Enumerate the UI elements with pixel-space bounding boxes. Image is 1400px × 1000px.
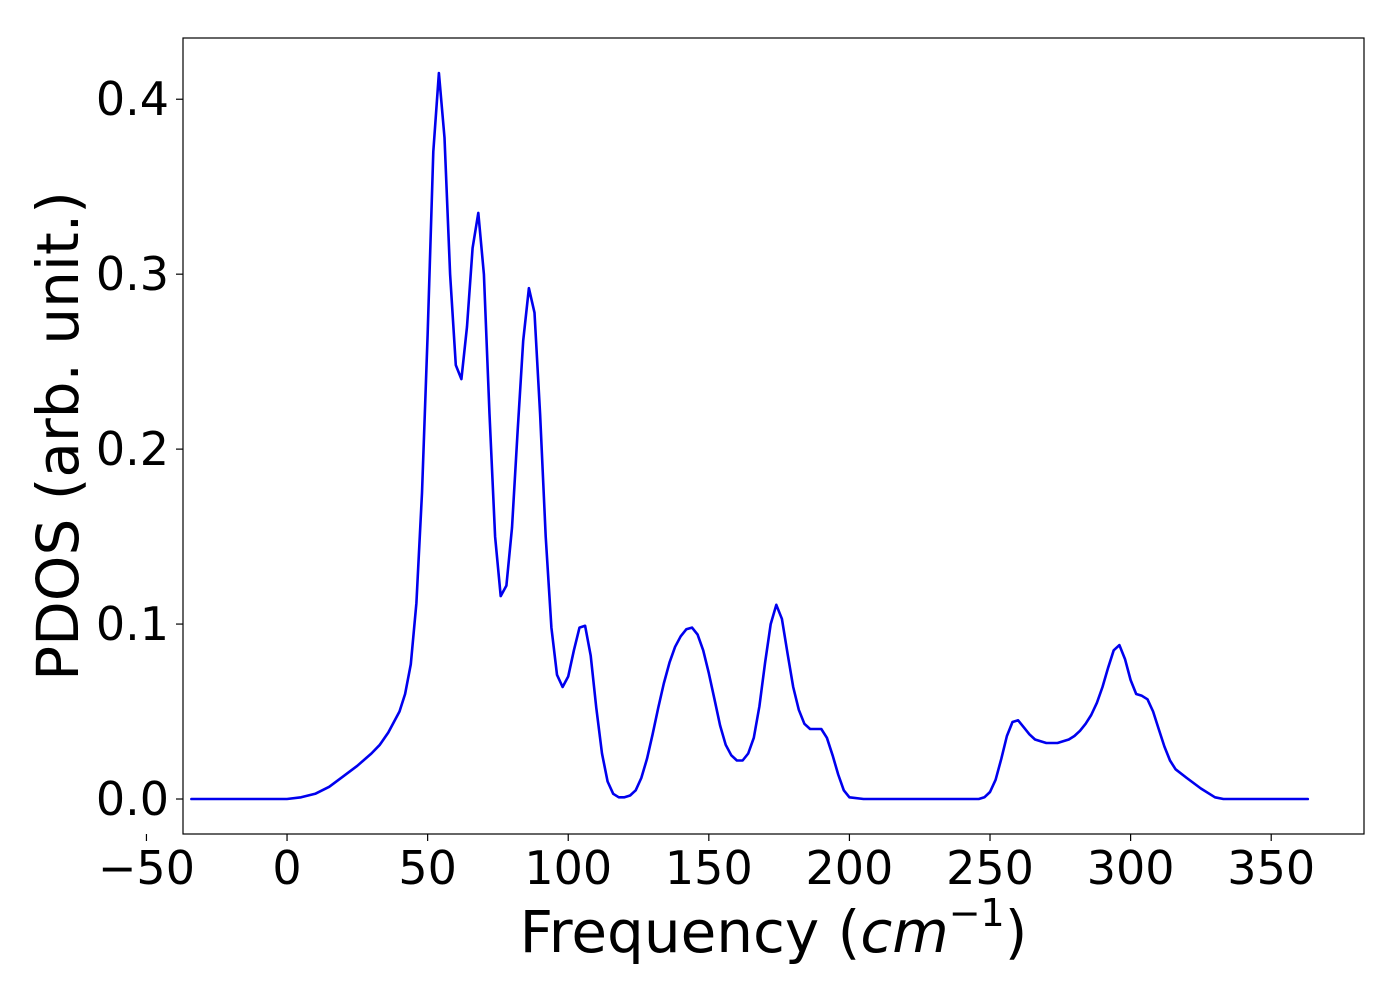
x-tick-label: 300 <box>1087 841 1175 895</box>
y-axis-label: PDOS (arb. unit.) <box>24 191 92 681</box>
series-line <box>190 71 1310 801</box>
x-axis-label: Frequency (cm−1) <box>520 891 1028 966</box>
y-tick-label: 0.2 <box>96 422 169 476</box>
x-tick-label: −50 <box>98 841 195 895</box>
x-tick-label: 150 <box>665 841 753 895</box>
x-axis-ticks: −50 0 50 100 150 200 250 300 350 <box>98 834 1315 895</box>
x-tick-label: 0 <box>272 841 301 895</box>
x-tick-label: 350 <box>1227 841 1315 895</box>
y-tick-label: 0.0 <box>96 772 169 826</box>
x-tick-label: 250 <box>946 841 1034 895</box>
x-tick-label: 50 <box>398 841 457 895</box>
x-tick-label: 100 <box>524 841 612 895</box>
y-tick-label: 0.1 <box>96 597 169 651</box>
plot-frame <box>182 37 1365 835</box>
y-tick-label: 0.3 <box>96 247 169 301</box>
y-axis-ticks: 0.0 0.1 0.2 0.3 0.4 <box>96 72 183 826</box>
x-tick-label: 200 <box>806 841 894 895</box>
y-tick-label: 0.4 <box>96 72 169 126</box>
